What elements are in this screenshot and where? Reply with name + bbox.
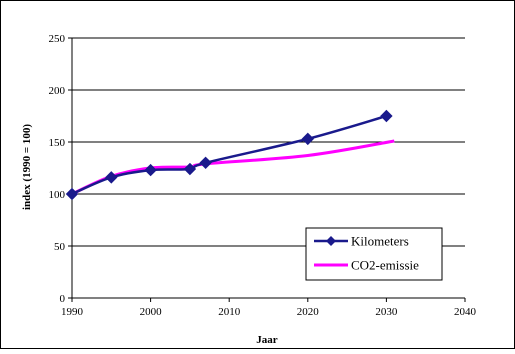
y-tick-label-100: 100 — [49, 189, 66, 201]
legend-marker-kilometers — [326, 236, 336, 246]
series-point-kilometers-2000 — [144, 163, 157, 177]
x-tick-label-2040: 2040 — [454, 306, 477, 318]
y-axis-title: index (1990 = 100) — [21, 124, 33, 210]
x-axis-title: Jaar — [256, 334, 278, 346]
y-tick-label-250: 250 — [49, 33, 66, 45]
tick-labels: 0 50 100 150 200 250 1990 2000 2010 2020 2030 2040 — [49, 33, 477, 318]
y-tick-label-150: 150 — [49, 137, 66, 149]
x-tick-label-2020: 2020 — [297, 306, 320, 318]
x-tick-label-2000: 2000 — [140, 306, 163, 318]
series-point-kilometers-2030 — [380, 109, 393, 123]
y-tick-label-200: 200 — [49, 85, 66, 97]
series-point-kilometers-2020 — [301, 132, 315, 146]
series-point-kilometers-1995 — [105, 171, 118, 184]
legend-label-co2-emissie: CO2-emissie — [351, 258, 419, 273]
x-tick-label-1990: 1990 — [61, 306, 84, 318]
legend-box — [305, 227, 443, 281]
series-point-kilometers-2007 — [199, 156, 212, 170]
y-tick-label-50: 50 — [54, 241, 66, 253]
axes — [68, 37, 466, 302]
series-point-kilometers-1990 — [65, 187, 79, 201]
x-tick-label-2010: 2010 — [218, 306, 241, 318]
x-tick-label-2030: 2030 — [375, 306, 398, 318]
y-tick-label-0: 0 — [60, 293, 66, 305]
legend: Kilometers CO2-emissie — [305, 227, 443, 281]
legend-label-kilometers: Kilometers — [351, 234, 409, 249]
series-point-kilometers-2005 — [183, 162, 197, 176]
series — [65, 109, 395, 201]
